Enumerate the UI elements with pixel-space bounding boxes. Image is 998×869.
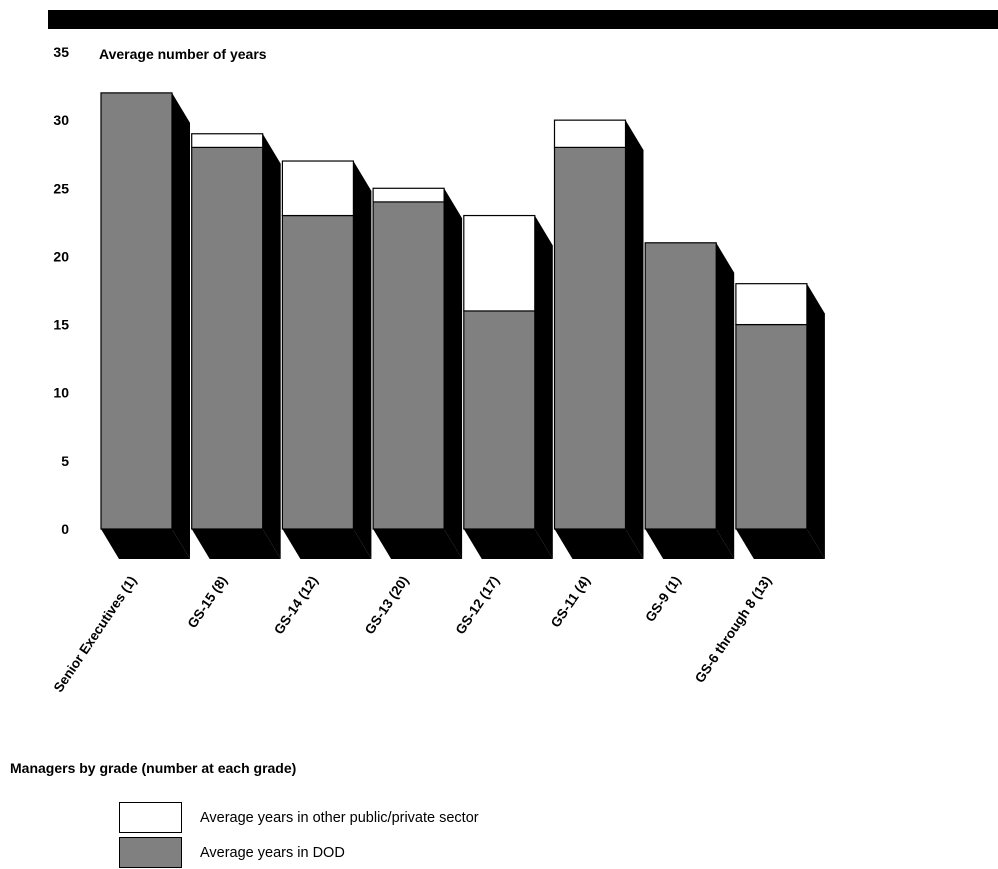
header-bar <box>48 10 998 29</box>
category-label: GS-13 (20) <box>362 573 412 637</box>
bar-floor-shadow <box>373 529 463 559</box>
bar-floor-shadow <box>463 529 553 559</box>
category-label: GS-14 (12) <box>271 573 321 637</box>
bar-floor-shadow <box>101 529 190 559</box>
category-label: GS-12 (17) <box>453 573 503 637</box>
bar-other-sector <box>553 119 627 149</box>
legend-item-dod: Average years in DOD <box>119 836 345 869</box>
category-label: Senior Executives (1) <box>51 573 140 695</box>
bar-dod <box>372 201 445 530</box>
bar-dod <box>100 92 173 530</box>
bar-side <box>353 161 372 559</box>
category-label: GS-6 through 8 (13) <box>692 573 774 685</box>
category-label: GS-9 (1) <box>642 573 683 624</box>
legend-label-dod: Average years in DOD <box>200 844 345 861</box>
bar-side <box>534 215 553 560</box>
y-tick-label: 35 <box>53 44 69 60</box>
bar-floor-shadow <box>554 529 644 559</box>
y-tick-label: 20 <box>53 248 69 264</box>
bar-floor-shadow <box>282 529 372 559</box>
bar-other-sector <box>191 133 264 148</box>
x-axis-title: Managers by grade (number at each grade) <box>10 760 297 776</box>
y-tick-label: 30 <box>53 112 69 128</box>
y-tick-label: 5 <box>61 453 69 469</box>
legend-swatch-other-sector <box>119 802 182 833</box>
bar-other-sector <box>281 160 354 217</box>
bar-side <box>716 242 735 560</box>
bar-other-sector <box>463 214 536 312</box>
bar-dod <box>463 310 536 530</box>
bar-floor-shadow <box>645 529 735 559</box>
y-tick-label: 15 <box>53 317 69 333</box>
bar-side <box>625 120 644 560</box>
bar-chart: 0 5 10 15 20 25 30 35 Average number of years S… <box>51 44 825 695</box>
bar-dod <box>644 242 717 530</box>
y-tick-label: 25 <box>53 180 69 196</box>
bar-side <box>172 92 190 559</box>
bar-side <box>806 283 825 559</box>
y-tick-label: 0 <box>61 521 69 537</box>
legend-label-other-sector: Average years in other public/private se… <box>200 809 479 826</box>
category-label: GS-15 (8) <box>185 573 231 631</box>
y-tick-label: 10 <box>53 385 69 401</box>
bar-dod <box>191 146 264 530</box>
legend-item-other-sector: Average years in other public/private se… <box>119 801 479 834</box>
bar-side <box>444 188 463 560</box>
bar-dod <box>735 323 808 530</box>
bar-side <box>262 133 281 559</box>
bar-dod <box>281 214 354 530</box>
bar-floor-shadow <box>191 529 281 559</box>
bar-dod <box>553 146 627 530</box>
bar-floor-shadow <box>735 529 825 559</box>
y-axis-title: Average number of years <box>99 46 267 62</box>
bar-other-sector <box>735 283 808 326</box>
bar-other-sector <box>372 187 445 203</box>
legend-swatch-dod <box>119 837 182 868</box>
category-label: GS-11 (4) <box>548 573 593 630</box>
